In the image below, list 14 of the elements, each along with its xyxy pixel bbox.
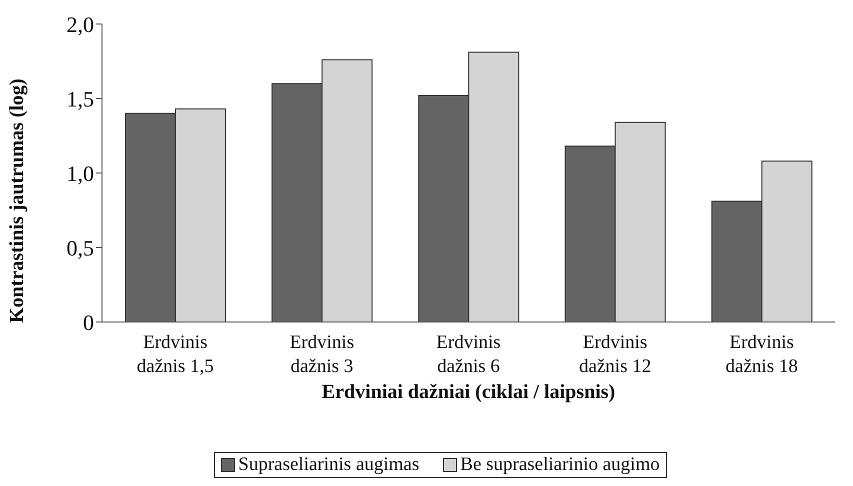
x-tick-label: Erdvinis dažnis 1,5 [136,332,214,377]
y-tick-label: 1,5 [66,86,94,112]
y-tick-label: 2,0 [66,12,94,37]
y-axis-title: Kontrastinis jautrumas (log) [6,78,28,323]
x-tick-label: Erdvinis dažnis 12 [578,332,652,377]
y-tick-label: 0 [83,310,94,335]
legend-label: Supraseliarinis augimas [237,453,420,477]
x-tick-label: Erdvinis dažnis 6 [436,332,501,377]
x-tick-label: Erdvinis dažnis 3 [290,332,354,377]
y-tick-label: 1,0 [66,160,94,186]
legend-label: Be supraseliarinio augimo [459,453,660,477]
y-tick-label: 0,5 [66,235,94,260]
x-axis-title: Erdviniai dažniai (ciklai / laipsnis) [322,381,616,403]
x-tick-label: Erdvinis dažnis 18 [726,332,798,377]
